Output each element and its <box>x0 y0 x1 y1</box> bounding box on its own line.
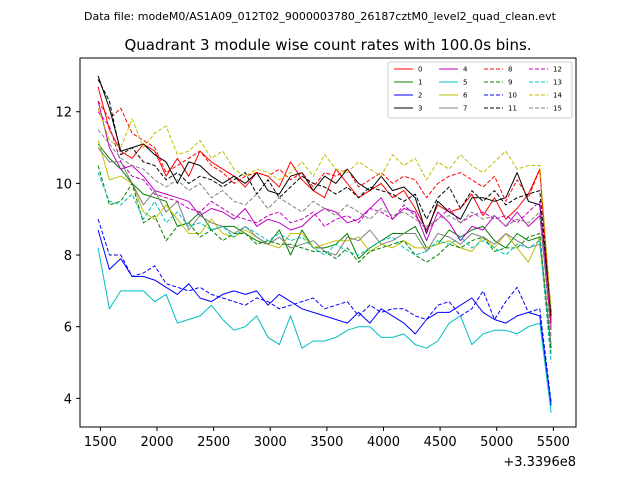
series-line-5 <box>97 247 552 413</box>
legend-label-15: 15 <box>553 105 562 113</box>
plot-frame <box>79 57 577 428</box>
series-line-15 <box>97 129 552 338</box>
legend-label-9: 9 <box>508 79 512 87</box>
x-axis: 1500 2000 2500 3000 3500 4000 4500 5000 5500 <box>84 427 570 450</box>
legend-label-11: 11 <box>508 105 517 113</box>
series-line-11 <box>97 79 552 316</box>
series-line-12 <box>97 111 552 331</box>
legend-label-13: 13 <box>553 79 562 87</box>
y-tick-label: 8 <box>64 249 72 264</box>
series-line-6 <box>97 140 552 345</box>
legend-label-1: 1 <box>418 79 422 87</box>
legend-label-4: 4 <box>463 66 468 74</box>
legend-label-6: 6 <box>463 92 468 100</box>
series-line-9 <box>97 165 552 356</box>
x-tick-label: 2000 <box>140 435 173 450</box>
x-tick-label: 5500 <box>537 435 570 450</box>
legend-label-5: 5 <box>463 79 467 87</box>
x-tick-label: 4000 <box>367 435 400 450</box>
series-line-0 <box>97 86 552 320</box>
x-tick-label: 1500 <box>84 435 117 450</box>
legend-label-8: 8 <box>508 66 512 74</box>
x-tick-label: 5000 <box>480 435 513 450</box>
series-line-3 <box>97 75 552 313</box>
series-line-8 <box>97 100 552 324</box>
y-axis: 4 6 8 10 12 <box>55 106 80 407</box>
legend-label-3: 3 <box>418 105 422 113</box>
series-line-1 <box>97 143 552 349</box>
series-line-13 <box>97 172 552 363</box>
chart-title: Quadrant 3 module wise count rates with … <box>124 36 531 54</box>
legend-box <box>387 61 573 119</box>
legend-label-7: 7 <box>463 105 467 113</box>
y-tick-label: 6 <box>64 321 72 336</box>
y-tick-label: 10 <box>55 177 72 192</box>
x-tick-label: 4500 <box>424 435 457 450</box>
x-tick-label: 3500 <box>310 435 343 450</box>
chart-suptitle: Data file: modeM0/AS1A09_012T02_90000037… <box>84 10 557 23</box>
plot-area <box>80 58 576 427</box>
legend-label-0: 0 <box>418 66 422 74</box>
legend-label-10: 10 <box>508 92 517 100</box>
y-tick-label: 12 <box>55 106 72 121</box>
series-layer <box>97 75 552 413</box>
y-tick-label: 4 <box>64 392 72 407</box>
series-line-10 <box>97 219 552 402</box>
series-line-14 <box>97 108 552 309</box>
x-tick-label: 3000 <box>254 435 287 450</box>
legend-label-2: 2 <box>418 92 422 100</box>
x-offset-label: +3.3396e8 <box>503 455 576 470</box>
legend-label-14: 14 <box>553 92 562 100</box>
legend-label-12: 12 <box>553 66 562 74</box>
x-tick-label: 2500 <box>197 435 230 450</box>
